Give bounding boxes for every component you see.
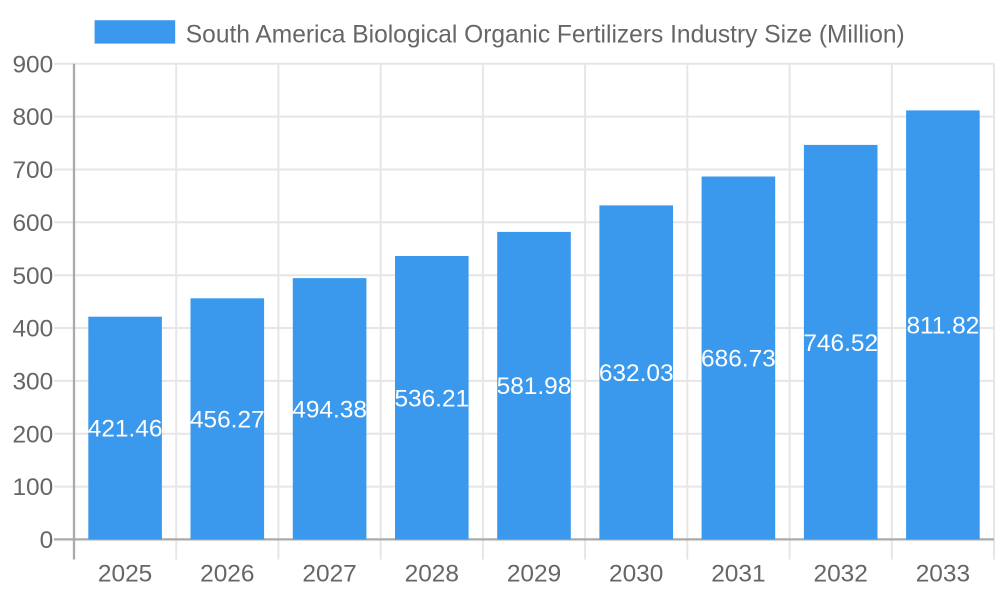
- svg-text:2027: 2027: [302, 561, 356, 588]
- svg-text:2031: 2031: [711, 561, 765, 588]
- svg-text:746.52: 746.52: [803, 330, 878, 357]
- svg-text:100: 100: [12, 474, 53, 501]
- svg-text:2030: 2030: [609, 561, 663, 588]
- svg-text:421.46: 421.46: [88, 416, 163, 443]
- svg-text:400: 400: [12, 316, 53, 343]
- svg-text:581.98: 581.98: [497, 373, 572, 400]
- svg-text:2025: 2025: [98, 561, 152, 588]
- svg-text:300: 300: [12, 369, 53, 396]
- svg-text:800: 800: [12, 104, 53, 131]
- svg-text:200: 200: [12, 421, 53, 448]
- svg-text:2026: 2026: [200, 561, 254, 588]
- svg-text:811.82: 811.82: [906, 313, 979, 340]
- svg-text:0: 0: [40, 527, 54, 554]
- svg-text:600: 600: [12, 210, 53, 237]
- svg-text:2028: 2028: [405, 561, 459, 588]
- svg-text:686.73: 686.73: [701, 346, 776, 373]
- svg-text:2032: 2032: [814, 561, 868, 588]
- svg-text:2033: 2033: [916, 561, 970, 588]
- svg-text:700: 700: [12, 157, 53, 184]
- svg-text:South America Biological Organ: South America Biological Organic Fertili…: [186, 22, 905, 49]
- svg-text:494.38: 494.38: [292, 396, 367, 423]
- svg-text:500: 500: [12, 263, 53, 290]
- svg-text:632.03: 632.03: [599, 360, 674, 387]
- svg-text:456.27: 456.27: [190, 406, 265, 433]
- svg-text:900: 900: [12, 51, 53, 78]
- svg-text:536.21: 536.21: [394, 385, 469, 412]
- svg-text:2029: 2029: [507, 561, 561, 588]
